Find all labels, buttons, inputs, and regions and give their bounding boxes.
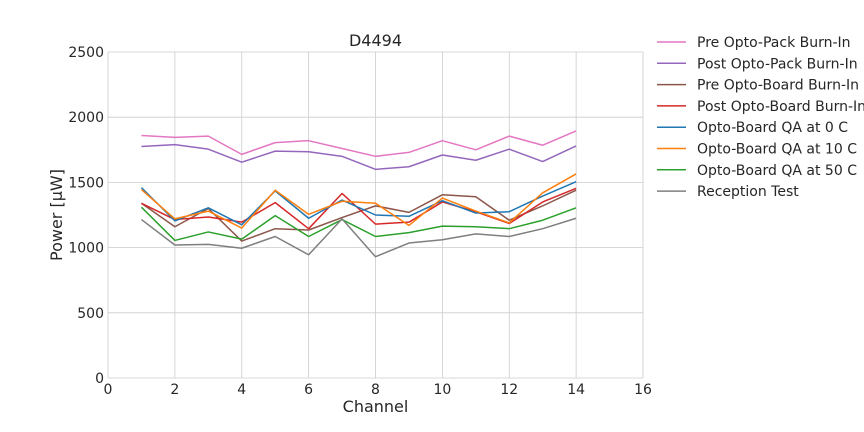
legend-label: Pre Opto-Board Burn-In: [697, 78, 859, 94]
series-line-6: [140, 206, 577, 242]
y-tick-label: 2000: [68, 110, 104, 126]
y-tick-label: 500: [77, 306, 104, 322]
chart-title: D4494: [349, 31, 402, 50]
x-tick-label: 0: [104, 382, 113, 398]
legend-label: Post Opto-Board Burn-In: [697, 99, 864, 115]
x-tick-label: 6: [304, 382, 313, 398]
y-axis-ticks: 0 500 1000 1500 2000 2500: [68, 45, 104, 387]
x-tick-label: 10: [433, 382, 451, 398]
y-tick-label: 1500: [68, 175, 104, 191]
legend: Pre Opto-Pack Burn-In Post Opto-Pack Burn…: [657, 35, 864, 200]
grid-lines: [107, 51, 644, 379]
series-line-4: [140, 181, 577, 226]
y-tick-label: 0: [95, 371, 104, 387]
legend-label: Post Opto-Pack Burn-In: [697, 56, 858, 72]
legend-label: Pre Opto-Pack Burn-In: [697, 35, 851, 51]
series-lines: [140, 130, 577, 258]
y-tick-label: 1000: [68, 241, 104, 257]
series-line-1: [141, 143, 577, 171]
x-axis-ticks: 0 2 4 6 8 10 12 14 16: [104, 382, 652, 398]
x-tick-label: 14: [567, 382, 585, 398]
x-tick-label: 16: [634, 382, 652, 398]
x-tick-label: 8: [371, 382, 380, 398]
x-axis-title: Channel: [343, 397, 409, 416]
x-tick-label: 4: [237, 382, 246, 398]
legend-label: Opto-Board QA at 50 C: [697, 163, 857, 179]
series-line-5: [140, 173, 577, 229]
series-line-0: [141, 130, 577, 158]
y-tick-label: 2500: [68, 45, 104, 61]
x-tick-label: 2: [170, 382, 179, 398]
y-axis-title: Power [μW]: [47, 169, 66, 261]
legend-label: Opto-Board QA at 10 C: [697, 142, 857, 158]
legend-label: Opto-Board QA at 0 C: [697, 120, 848, 136]
legend-label: Reception Test: [697, 184, 799, 200]
x-tick-label: 12: [500, 382, 518, 398]
series-line-7: [140, 217, 577, 258]
